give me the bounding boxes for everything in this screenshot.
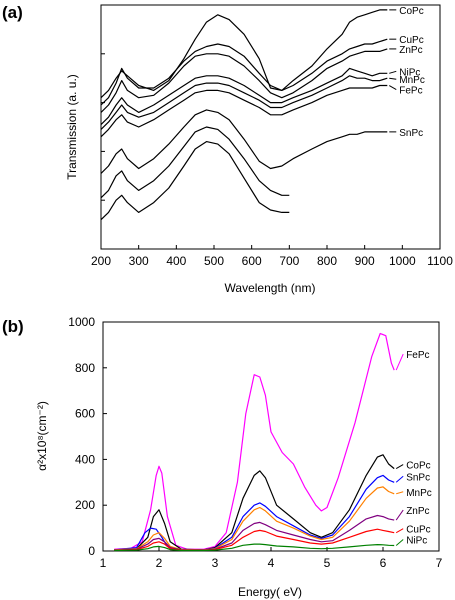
- panel-b-x-axis-label: Energy( eV): [238, 585, 302, 599]
- cupc-series-label: CuPc: [399, 35, 423, 46]
- y-tick-label: 800: [75, 361, 95, 375]
- snpc-series-label: SnPc: [406, 472, 430, 483]
- znpc-series-line: [114, 514, 395, 551]
- mnpc-series-label: MnPc: [399, 75, 425, 86]
- x-tick-label: 700: [279, 254, 299, 268]
- snpc-series-label: SnPc: [399, 128, 423, 139]
- snpc-series-line: [100, 109, 388, 174]
- x-tick-label: 4: [268, 556, 275, 570]
- cupc-series-line: [114, 528, 395, 551]
- znpc-series-label: ZnPc: [406, 506, 429, 517]
- panel-a-y-axis-label: Transmission (a. u.): [65, 74, 79, 180]
- panel-a: (a) 200 300 400 500 600 700 800 900 1000 1100 CoP…: [2, 3, 453, 295]
- nipc-series-label: NiPc: [399, 67, 420, 78]
- znpc-series-line: [100, 48, 388, 113]
- unlabeled-7-series-line: [100, 126, 290, 199]
- snpc-series-line: [114, 474, 395, 551]
- panel-b-y-ticks: 0 200 400 600 800 1000: [68, 315, 107, 558]
- mnpc-label-leader: [389, 77, 397, 80]
- fepc-series-line: [114, 332, 395, 550]
- nipc-label-leader: [389, 70, 397, 74]
- fepc-series-line: [100, 84, 388, 138]
- x-tick-label: 400: [166, 254, 186, 268]
- nipc-series-label: NiPc: [406, 536, 427, 547]
- nipc-label-leader: [395, 539, 404, 546]
- cupc-label-leader: [395, 528, 404, 534]
- panel-b-y-axis-label: α²x10⁸(cm⁻²): [35, 401, 49, 471]
- x-tick-label: 900: [355, 254, 375, 268]
- copc-series-label: CoPc: [399, 6, 423, 17]
- y-tick-label: 1000: [68, 315, 95, 329]
- mnpc-label-leader: [396, 491, 404, 495]
- znpc-series-label: ZnPc: [399, 45, 422, 56]
- x-tick-label: 6: [380, 556, 387, 570]
- x-tick-label: 3: [212, 556, 219, 570]
- fepc-label-leader: [389, 85, 397, 90]
- x-tick-label: 500: [204, 254, 224, 268]
- mnpc-series-label: MnPc: [406, 488, 432, 499]
- x-tick-label: 200: [91, 254, 111, 268]
- panel-a-x-axis-label: Wavelength (nm): [225, 281, 316, 295]
- znpc-label-leader: [395, 509, 404, 521]
- fepc-label-leader: [395, 353, 404, 371]
- snpc-label-leader: [395, 475, 404, 483]
- x-tick-label: 1: [100, 556, 107, 570]
- panel-a-series: [100, 9, 388, 221]
- cupc-series-label: CuPc: [406, 525, 430, 536]
- panel-b-series: [114, 332, 395, 552]
- panel-b-label: (b): [2, 317, 24, 336]
- panel-a-x-ticks: 200 300 400 500 600 700 800 900 1000 1100: [91, 245, 453, 268]
- copc-series-label: CoPc: [406, 461, 430, 472]
- nipc-series-line: [114, 543, 395, 552]
- panel-a-plot-frame: [100, 4, 441, 250]
- nipc-series-line: [100, 67, 388, 126]
- copc-label-leader: [395, 464, 404, 469]
- x-tick-label: 300: [129, 254, 149, 268]
- x-tick-label: 7: [436, 556, 443, 570]
- panel-b: (b) 1 2 3 4 5 6 7 0 200 400 600 800 1000 FePc CoPcSn…: [2, 315, 443, 599]
- fepc-series-label: FePc: [406, 350, 429, 361]
- mnpc-series-line: [114, 486, 395, 551]
- x-tick-label: 1100: [427, 254, 453, 268]
- unlabeled-8-series-line: [100, 141, 290, 221]
- x-tick-label: 800: [317, 254, 337, 268]
- x-tick-label: 1000: [389, 254, 416, 268]
- copc-series-line: [114, 454, 395, 551]
- panel-a-label: (a): [2, 3, 23, 22]
- panel-b-x-ticks: 1 2 3 4 5 6 7: [100, 547, 443, 570]
- y-tick-label: 600: [75, 407, 95, 421]
- mnpc-series-line: [100, 75, 388, 130]
- y-tick-label: 400: [75, 452, 95, 466]
- x-tick-label: 2: [156, 556, 163, 570]
- fepc-series-label: FePc: [399, 86, 422, 97]
- cupc-series-line: [100, 38, 388, 106]
- x-tick-label: 5: [324, 556, 331, 570]
- y-tick-label: 200: [75, 498, 95, 512]
- y-tick-label: 0: [88, 544, 95, 558]
- x-tick-label: 600: [242, 254, 262, 268]
- copc-series-line: [100, 9, 388, 99]
